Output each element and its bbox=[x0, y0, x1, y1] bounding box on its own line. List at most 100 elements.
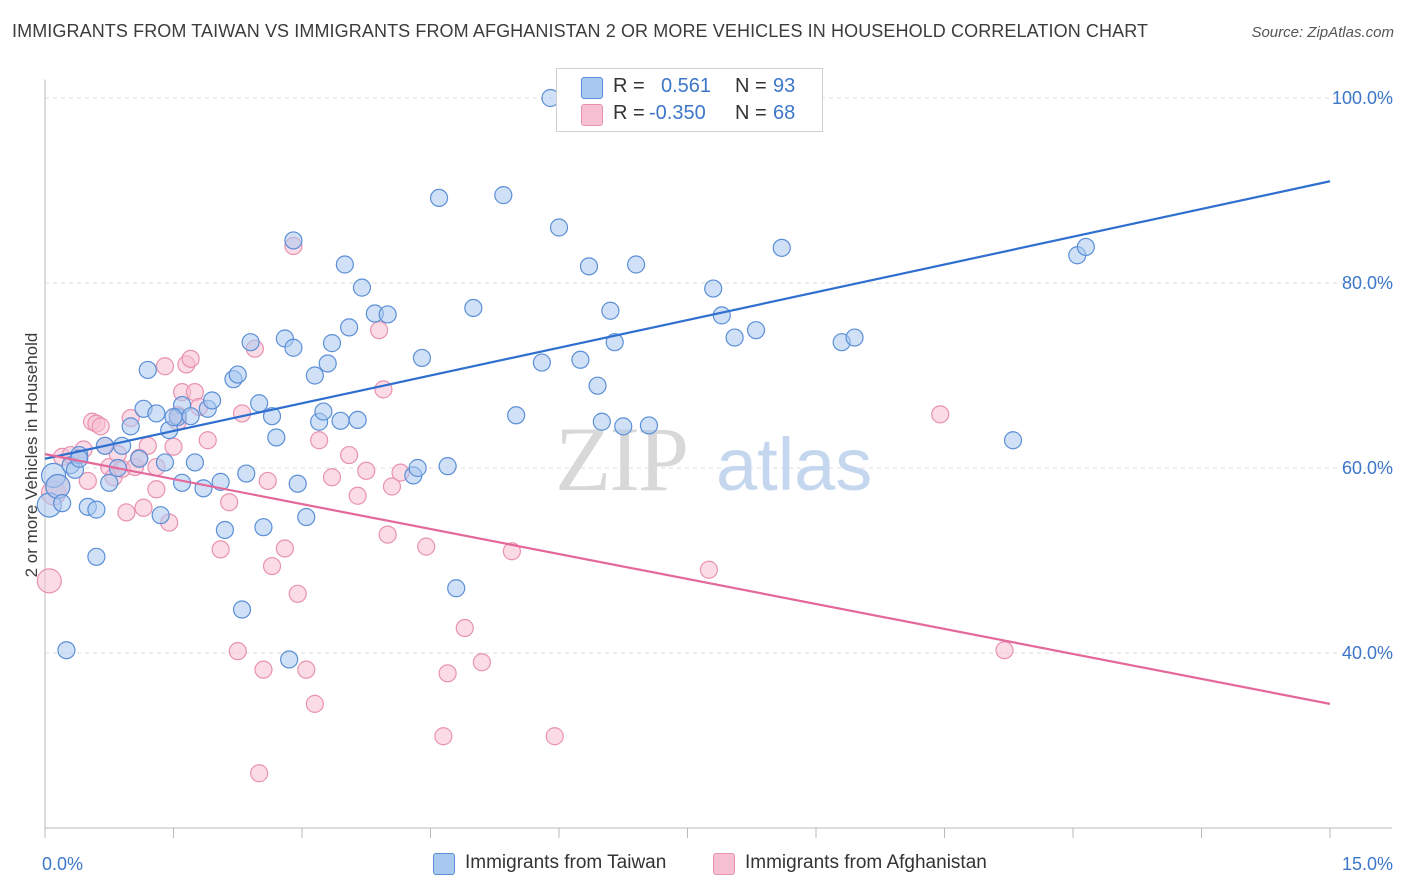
point-taiwan bbox=[100, 473, 119, 492]
point-taiwan bbox=[254, 518, 273, 537]
x-tick-label: 0.0% bbox=[42, 854, 83, 874]
point-afghanistan bbox=[322, 468, 342, 487]
legend-r-label: R = bbox=[613, 75, 645, 97]
series-taiwan-points bbox=[36, 88, 1095, 669]
point-afghanistan bbox=[91, 417, 110, 436]
point-taiwan bbox=[288, 474, 307, 493]
point-taiwan bbox=[87, 500, 106, 519]
point-taiwan bbox=[494, 186, 513, 205]
point-taiwan bbox=[340, 318, 359, 337]
point-taiwan bbox=[1003, 431, 1023, 450]
point-taiwan bbox=[130, 449, 149, 468]
chart-title: IMMIGRANTS FROM TAIWAN VS IMMIGRANTS FRO… bbox=[12, 21, 1149, 41]
point-afghanistan bbox=[931, 405, 950, 424]
point-taiwan bbox=[45, 473, 71, 500]
legend-n-value-afghanistan: 68 bbox=[773, 102, 796, 124]
series-afghanistan-points bbox=[36, 236, 1014, 783]
point-afghanistan bbox=[699, 560, 719, 579]
point-afghanistan bbox=[134, 498, 153, 517]
point-afghanistan bbox=[297, 660, 316, 679]
point-taiwan bbox=[725, 328, 744, 347]
y-tick-label: 60.0% bbox=[1342, 458, 1393, 478]
point-taiwan bbox=[211, 472, 230, 491]
point-taiwan bbox=[712, 306, 731, 325]
point-taiwan bbox=[151, 506, 170, 525]
point-afghanistan bbox=[288, 584, 307, 603]
point-taiwan bbox=[639, 416, 659, 435]
point-taiwan bbox=[378, 305, 397, 324]
point-taiwan bbox=[549, 218, 569, 237]
point-afghanistan bbox=[340, 445, 359, 465]
point-taiwan bbox=[155, 453, 175, 472]
point-taiwan bbox=[592, 412, 611, 431]
point-taiwan bbox=[464, 298, 483, 318]
point-taiwan bbox=[215, 520, 234, 540]
point-taiwan bbox=[626, 255, 646, 274]
bottom-legend-label-afghanistan: Immigrants from Afghanistan bbox=[745, 852, 987, 873]
point-taiwan bbox=[588, 376, 607, 395]
trend-lines bbox=[44, 180, 1331, 705]
point-taiwan bbox=[202, 391, 222, 410]
point-taiwan bbox=[601, 301, 620, 320]
axes bbox=[44, 79, 1392, 838]
point-afghanistan bbox=[472, 653, 491, 672]
point-taiwan bbox=[746, 321, 766, 340]
point-afghanistan bbox=[228, 642, 247, 661]
point-afghanistan bbox=[348, 486, 367, 505]
point-afghanistan bbox=[232, 404, 252, 423]
point-afghanistan bbox=[455, 618, 474, 638]
point-afghanistan bbox=[275, 539, 294, 558]
legend-n-label: N = bbox=[735, 102, 767, 124]
point-taiwan bbox=[447, 579, 466, 598]
point-taiwan bbox=[284, 231, 303, 250]
y-tick-label: 40.0% bbox=[1342, 643, 1393, 663]
point-afghanistan bbox=[164, 437, 183, 456]
legend-n-value-taiwan: 93 bbox=[773, 75, 796, 97]
point-afghanistan bbox=[370, 321, 389, 340]
x-tick-label: 15.0% bbox=[1342, 854, 1393, 874]
legend-swatch-taiwan bbox=[581, 77, 603, 99]
point-taiwan bbox=[772, 238, 791, 257]
point-taiwan bbox=[335, 255, 354, 274]
point-afghanistan bbox=[220, 493, 239, 512]
bottom-legend-swatch-afghanistan bbox=[713, 853, 735, 875]
bottom-legend-swatch-taiwan bbox=[433, 853, 455, 875]
point-afghanistan bbox=[198, 431, 217, 450]
point-afghanistan bbox=[254, 660, 273, 679]
point-afghanistan bbox=[995, 641, 1014, 660]
point-taiwan bbox=[232, 600, 252, 619]
point-taiwan bbox=[305, 366, 324, 385]
point-taiwan bbox=[331, 411, 350, 430]
point-afghanistan bbox=[545, 727, 564, 746]
grid-lines bbox=[45, 97, 1392, 654]
watermark-atlas: atlas bbox=[716, 423, 872, 506]
point-afghanistan bbox=[305, 694, 324, 713]
point-taiwan bbox=[181, 407, 200, 426]
legend-swatch-afghanistan bbox=[581, 104, 603, 126]
point-taiwan bbox=[297, 507, 316, 527]
point-taiwan bbox=[412, 348, 432, 368]
point-taiwan bbox=[318, 354, 337, 373]
point-taiwan bbox=[845, 328, 864, 347]
point-afghanistan bbox=[434, 727, 453, 746]
point-afghanistan bbox=[117, 503, 136, 522]
tick-labels: 40.0% 60.0% 80.0% 100.0% 0.0% 15.0% bbox=[42, 88, 1393, 874]
point-afghanistan bbox=[310, 431, 329, 450]
point-afghanistan bbox=[438, 664, 457, 683]
point-afghanistan bbox=[378, 525, 397, 544]
point-taiwan bbox=[147, 404, 166, 423]
point-taiwan bbox=[57, 641, 76, 660]
point-afghanistan bbox=[357, 461, 376, 480]
point-taiwan bbox=[87, 547, 106, 566]
point-afghanistan bbox=[262, 556, 282, 576]
point-taiwan bbox=[438, 457, 457, 476]
point-taiwan bbox=[241, 333, 260, 352]
point-afghanistan bbox=[258, 471, 277, 491]
point-taiwan bbox=[322, 334, 342, 353]
point-taiwan bbox=[352, 278, 372, 297]
bottom-legend-label-taiwan: Immigrants from Taiwan bbox=[465, 852, 667, 873]
point-taiwan bbox=[262, 407, 282, 426]
point-taiwan bbox=[532, 353, 551, 372]
source-credit: Source: ZipAtlas.com bbox=[1251, 24, 1394, 41]
